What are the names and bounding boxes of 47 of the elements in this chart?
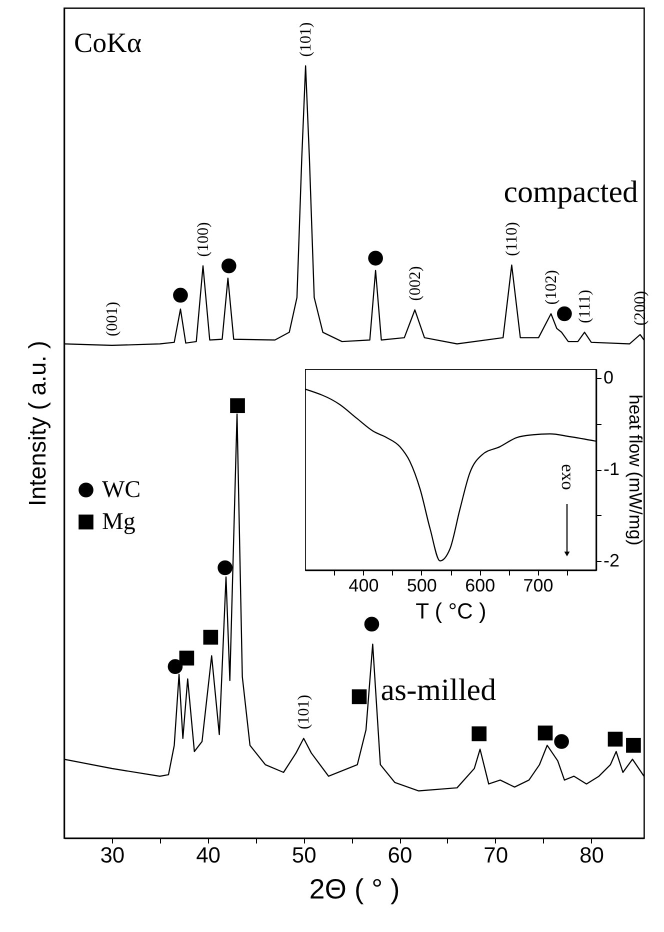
x-tick-label: 40 xyxy=(196,842,221,868)
x-tick-label: 700 xyxy=(523,576,554,596)
x-axis-title: 2Θ ( ° ) xyxy=(309,874,400,904)
point xyxy=(168,659,183,674)
legend-label: Mg xyxy=(102,509,136,535)
annotation: (101) xyxy=(296,694,313,730)
point xyxy=(203,630,218,645)
annotation: (110) xyxy=(504,222,521,256)
point xyxy=(230,398,245,414)
point xyxy=(557,306,572,322)
x-axis-title: T ( °C ) xyxy=(416,598,486,624)
text: CoKα xyxy=(74,28,142,59)
y-tick-label: -2 xyxy=(604,550,620,570)
legend-label: WC xyxy=(102,477,141,503)
point xyxy=(179,650,194,666)
point xyxy=(218,560,232,576)
y-axis-title: Intensity ( a.u. ) xyxy=(24,340,52,506)
annotation: (101) xyxy=(298,22,315,57)
x-tick-label: 60 xyxy=(388,842,412,868)
x-tick-label: 80 xyxy=(580,842,604,868)
series-label: compacted xyxy=(504,174,638,210)
annotation: (100) xyxy=(195,222,212,257)
point xyxy=(538,726,553,740)
point xyxy=(368,250,383,266)
series-label: as-milled xyxy=(380,672,497,707)
x-tick-label: 400 xyxy=(348,576,379,596)
annotation: (002) xyxy=(406,266,424,301)
point xyxy=(221,258,236,274)
x-tick-label: 30 xyxy=(100,842,125,868)
point xyxy=(173,288,188,303)
annotation: (111) xyxy=(576,290,594,324)
point xyxy=(554,734,569,749)
x-tick-label: 600 xyxy=(465,576,496,596)
point xyxy=(626,738,641,753)
y-tick-label: 0 xyxy=(604,368,614,388)
annotation: exo xyxy=(558,464,578,490)
point xyxy=(364,616,380,632)
x-tick-label: 70 xyxy=(484,842,508,868)
point xyxy=(472,726,487,742)
x-tick-label: 500 xyxy=(406,576,437,596)
point xyxy=(608,732,623,747)
x-tick-label: 50 xyxy=(292,842,316,868)
annotation: (102) xyxy=(543,270,560,305)
y-axis-title: heat flow (mW/mg) xyxy=(626,394,646,546)
y-tick-label: -1 xyxy=(604,459,620,479)
annotation: (001) xyxy=(104,302,121,336)
point xyxy=(352,689,367,704)
